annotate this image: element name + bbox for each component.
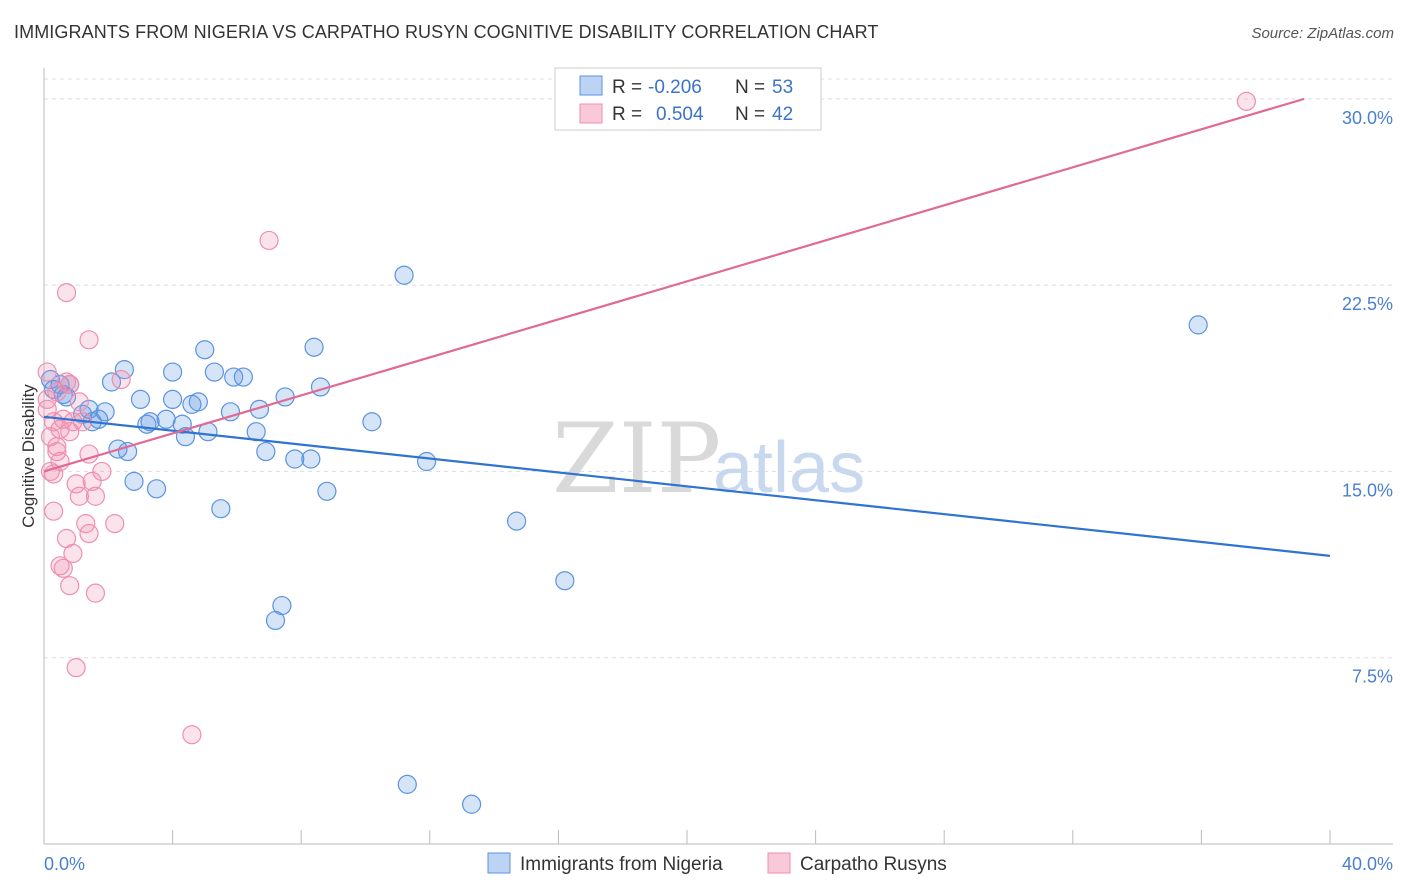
legend-swatch-blue [579,75,603,96]
point-nigeria [507,511,527,531]
correlation-legend: R = -0.206 N = 53 R = 0.504 N = 42 [554,67,822,131]
point-carpatho [82,471,102,491]
trend-line-nigeria [43,415,1331,557]
point-carpatho [56,372,77,392]
y-axis-label: Cognitive Disability [19,384,38,528]
point-nigeria [555,571,575,591]
point-nigeria [163,389,183,410]
y-tick-label: 7.5% [1352,667,1393,687]
point-carpatho [105,513,125,534]
point-nigeria [211,499,231,519]
point-nigeria [317,481,337,501]
x-tick-label-start: 0.0% [44,854,85,874]
watermark: ZIP atlas [552,403,865,515]
point-carpatho [37,389,57,410]
point-carpatho [182,725,202,745]
watermark-atlas: atlas [713,428,865,508]
point-carpatho [111,369,131,390]
legend-r-value-blue: -0.206 [648,77,702,98]
point-nigeria [265,610,286,631]
point-nigeria [362,412,382,432]
legend-r-label-blue: R = [612,77,642,98]
point-nigeria [461,794,482,814]
point-carpatho [40,461,61,482]
y-tick-label: 15.0% [1342,480,1393,500]
point-carpatho [79,523,99,544]
chart-title: IMMIGRANTS FROM NIGERIA VS CARPATHO RUSY… [14,22,879,42]
point-carpatho [85,583,106,603]
point-carpatho [69,392,89,412]
point-nigeria [1188,315,1208,335]
y-tick-label: 30.0% [1342,108,1393,128]
point-nigeria [394,265,414,285]
chart-source: Source: ZipAtlas.com [1251,25,1394,42]
point-nigeria [233,367,253,387]
axes [43,68,1393,845]
y-tick-label: 22.5% [1342,294,1393,314]
legend-r-label-pink: R = [612,104,642,125]
point-carpatho [60,576,80,596]
point-carpatho [37,399,57,419]
legend-n-value-blue: 53 [772,77,793,98]
y-tick-labels: 7.5% 15.0% 22.5% 30.0% [1342,108,1393,687]
point-carpatho [63,543,83,563]
point-nigeria [204,362,224,382]
point-carpatho [69,486,89,506]
trend-lines [43,97,1331,557]
point-carpatho [47,382,67,402]
point-nigeria [163,362,183,382]
point-nigeria [140,412,160,432]
point-carpatho [79,330,99,350]
point-nigeria [224,367,244,387]
point-nigeria [146,479,167,499]
point-nigeria [79,399,99,419]
point-nigeria [275,387,295,407]
point-nigeria [256,441,276,462]
watermark-zip: ZIP [552,403,721,515]
point-carpatho [53,558,73,578]
point-carpatho [259,230,279,251]
series-swatch-carpatho [767,852,791,874]
point-nigeria [220,402,241,422]
series-legend: Immigrants from Nigeria Carpatho Rusyns [487,852,947,875]
point-nigeria [301,449,321,469]
series-swatch-nigeria [487,852,511,874]
point-carpatho [37,362,57,382]
legend-r-value-pink: 0.504 [656,104,704,125]
legend-n-label-pink: N = [735,104,765,125]
point-nigeria [156,409,176,429]
point-carpatho [85,486,106,506]
point-nigeria [416,451,437,472]
legend-n-value-pink: 42 [772,104,793,125]
legend-n-label-blue: N = [735,77,765,98]
point-nigeria [285,449,305,469]
point-nigeria [188,392,208,412]
point-carpatho [44,501,64,521]
point-nigeria [124,471,144,491]
point-carpatho [50,556,70,576]
series-label-nigeria: Immigrants from Nigeria [520,854,723,875]
x-tick-labels: 0.0% 40.0% [44,854,1393,874]
point-nigeria [95,402,115,422]
series-label-carpatho: Carpatho Rusyns [800,854,947,875]
point-carpatho [92,461,112,482]
point-carpatho [1236,91,1257,111]
point-nigeria [304,337,324,357]
point-carpatho [66,658,86,678]
point-nigeria [130,389,151,410]
point-carpatho [56,283,77,303]
legend-swatch-pink [579,103,603,124]
point-nigeria [397,774,417,794]
x-tick-label-end: 40.0% [1342,854,1393,874]
point-nigeria [195,340,215,360]
point-nigeria [56,387,77,407]
trend-line-carpatho [43,97,1305,473]
point-carpatho [66,474,86,494]
